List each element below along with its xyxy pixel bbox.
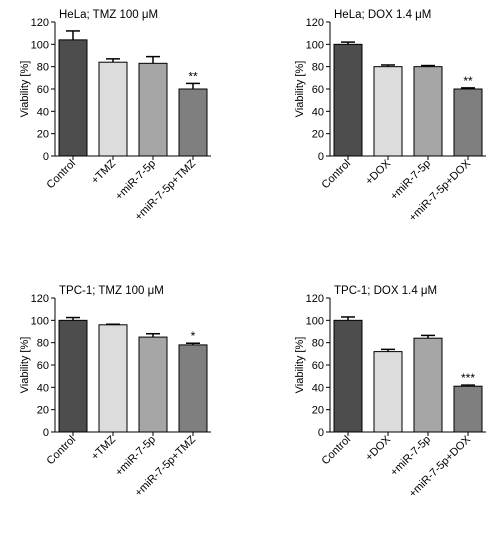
- y-tick-label: 80: [312, 338, 324, 350]
- significance-label: **: [463, 74, 473, 88]
- y-tick-label: 120: [306, 17, 324, 29]
- y-tick-label: 60: [312, 84, 324, 96]
- x-tick-label: Control: [320, 434, 354, 468]
- y-tick-label: 80: [37, 62, 49, 74]
- bar: [333, 43, 363, 157]
- chart-title: HeLa; TMZ 100 μM: [59, 9, 158, 21]
- y-tick-label: 100: [31, 39, 49, 51]
- chart-tpc1-tmz: TPC-1; TMZ 100 μM Viability [%] 0 20 40 60 80 1…: [19, 285, 211, 499]
- significance-label: *: [191, 329, 196, 343]
- x-tick-label: Control: [45, 158, 79, 192]
- y-tick-label: 120: [306, 293, 324, 305]
- y-tick-label: 60: [312, 360, 324, 372]
- bar: [98, 324, 128, 433]
- chart-title: TPC-1; TMZ 100 μM: [59, 285, 164, 297]
- bar: [178, 88, 208, 157]
- y-tick-label: 20: [37, 405, 49, 417]
- y-tick-label: 100: [31, 315, 49, 327]
- chart-tpc1-dox: TPC-1; DOX 1.4 μM Viability [%] 0 20 40 60 80 1…: [294, 285, 486, 500]
- x-tick-label: +DOX: [363, 433, 393, 463]
- y-axis-label: Viability [%]: [294, 61, 306, 118]
- bar: [58, 39, 88, 157]
- bar: [98, 61, 128, 157]
- bar: [178, 344, 208, 433]
- y-tick-label: 120: [31, 17, 49, 29]
- y-axis-label: Viability [%]: [19, 61, 31, 118]
- y-tick-label: 0: [43, 151, 49, 163]
- y-tick-label: 40: [37, 106, 49, 118]
- bar: [333, 319, 363, 433]
- y-tick-label: 120: [31, 293, 49, 305]
- y-tick-label: 80: [37, 338, 49, 350]
- y-tick-label: 20: [312, 405, 324, 417]
- y-tick-label: 0: [43, 427, 49, 439]
- y-tick-label: 100: [306, 39, 324, 51]
- chart-title: HeLa; DOX 1.4 μM: [334, 9, 431, 21]
- y-tick-label: 60: [37, 84, 49, 96]
- y-tick-label: 80: [312, 62, 324, 74]
- x-tick-label: Control: [45, 434, 79, 468]
- x-tick-label: +TMZ: [89, 433, 118, 462]
- x-tick-label: +DOX: [363, 157, 393, 187]
- bar: [453, 88, 483, 157]
- y-tick-label: 40: [312, 106, 324, 118]
- y-tick-label: 0: [318, 151, 324, 163]
- x-tick-label: +TMZ: [89, 157, 118, 186]
- bar: [453, 385, 483, 433]
- y-axis-label: Viability [%]: [19, 337, 31, 394]
- y-tick-label: 20: [312, 129, 324, 141]
- bar: [138, 336, 168, 433]
- bar: [373, 66, 403, 157]
- chart-hela-dox: HeLa; DOX 1.4 μM Viability [%] 0 20 40 60 80 10…: [294, 9, 486, 224]
- bar: [413, 337, 443, 433]
- significance-label: ***: [461, 371, 475, 385]
- y-tick-label: 0: [318, 427, 324, 439]
- bar: [138, 62, 168, 157]
- bar: [373, 351, 403, 433]
- bar: [58, 319, 88, 433]
- bar: [413, 66, 443, 157]
- y-tick-label: 40: [37, 382, 49, 394]
- y-axis-label: Viability [%]: [294, 337, 306, 394]
- y-tick-label: 60: [37, 360, 49, 372]
- chart-hela-tmz: HeLa; TMZ 100 μM Viability [%] 0 20 40 60 80 10…: [19, 9, 211, 223]
- significance-label: **: [188, 69, 198, 83]
- y-tick-label: 40: [312, 382, 324, 394]
- y-tick-label: 100: [306, 315, 324, 327]
- chart-title: TPC-1; DOX 1.4 μM: [334, 285, 437, 297]
- y-tick-label: 20: [37, 129, 49, 141]
- x-tick-label: Control: [320, 158, 354, 192]
